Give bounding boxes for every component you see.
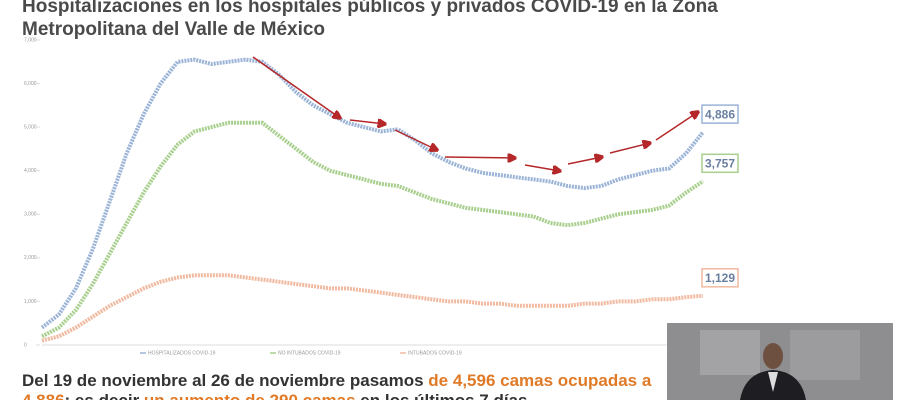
y-tick-label: 6,000 (24, 81, 37, 87)
legend-label: NO INTUBADOS COVID-19 (278, 350, 341, 356)
y-tick-label: 3,000 (24, 212, 37, 218)
trend-arrows (252, 56, 698, 171)
caption-highlight: de 4,596 camas ocupadas a (428, 371, 652, 390)
value-label-box (701, 153, 739, 174)
caption-text: ; es decir (65, 391, 144, 400)
title-line: Hospitalizaciones en los hospitales públ… (22, 0, 718, 17)
y-tick-label: 0 (24, 342, 27, 348)
caption-line: Del 19 de noviembre al 26 de noviembre p… (22, 371, 652, 390)
value-label-box (701, 268, 739, 288)
y-tick-label: 5,000 (24, 124, 37, 130)
title-line: Metropolitana del Valle de México (22, 19, 325, 40)
video-inset (667, 323, 893, 400)
y-tick-label: 4,000 (24, 168, 37, 174)
value-label: 3,757 (705, 156, 735, 170)
plot: 0 1,000 2,000 3,000 4,000 5,000 6,000 7,000 4,88… (24, 37, 739, 356)
series-line (41, 120, 705, 339)
caption-highlight: un aumento de 290 camas (144, 391, 356, 400)
y-tick-label: 1,000 (24, 299, 37, 305)
y-tick-label: 7,000 (24, 37, 37, 43)
value-label: 4,886 (705, 107, 735, 121)
caption-line: 4,886; es decir un aumento de 290 camas … (22, 391, 528, 400)
y-tick-label: 2,000 (24, 255, 37, 261)
legend-label: HOSPITALIZADOS COVID-19 (148, 350, 216, 356)
series-line (41, 273, 704, 343)
caption-text: en los últimos 7 días (356, 391, 528, 400)
value-label: 1,129 (705, 271, 735, 285)
caption-text: Del 19 de noviembre al 26 de noviembre p… (22, 371, 428, 390)
value-label-box (701, 104, 739, 124)
series-line (40, 57, 705, 330)
legend-label: INTUBADOS COVID-19 (408, 350, 462, 356)
caption-highlight: 4,886 (22, 391, 65, 400)
